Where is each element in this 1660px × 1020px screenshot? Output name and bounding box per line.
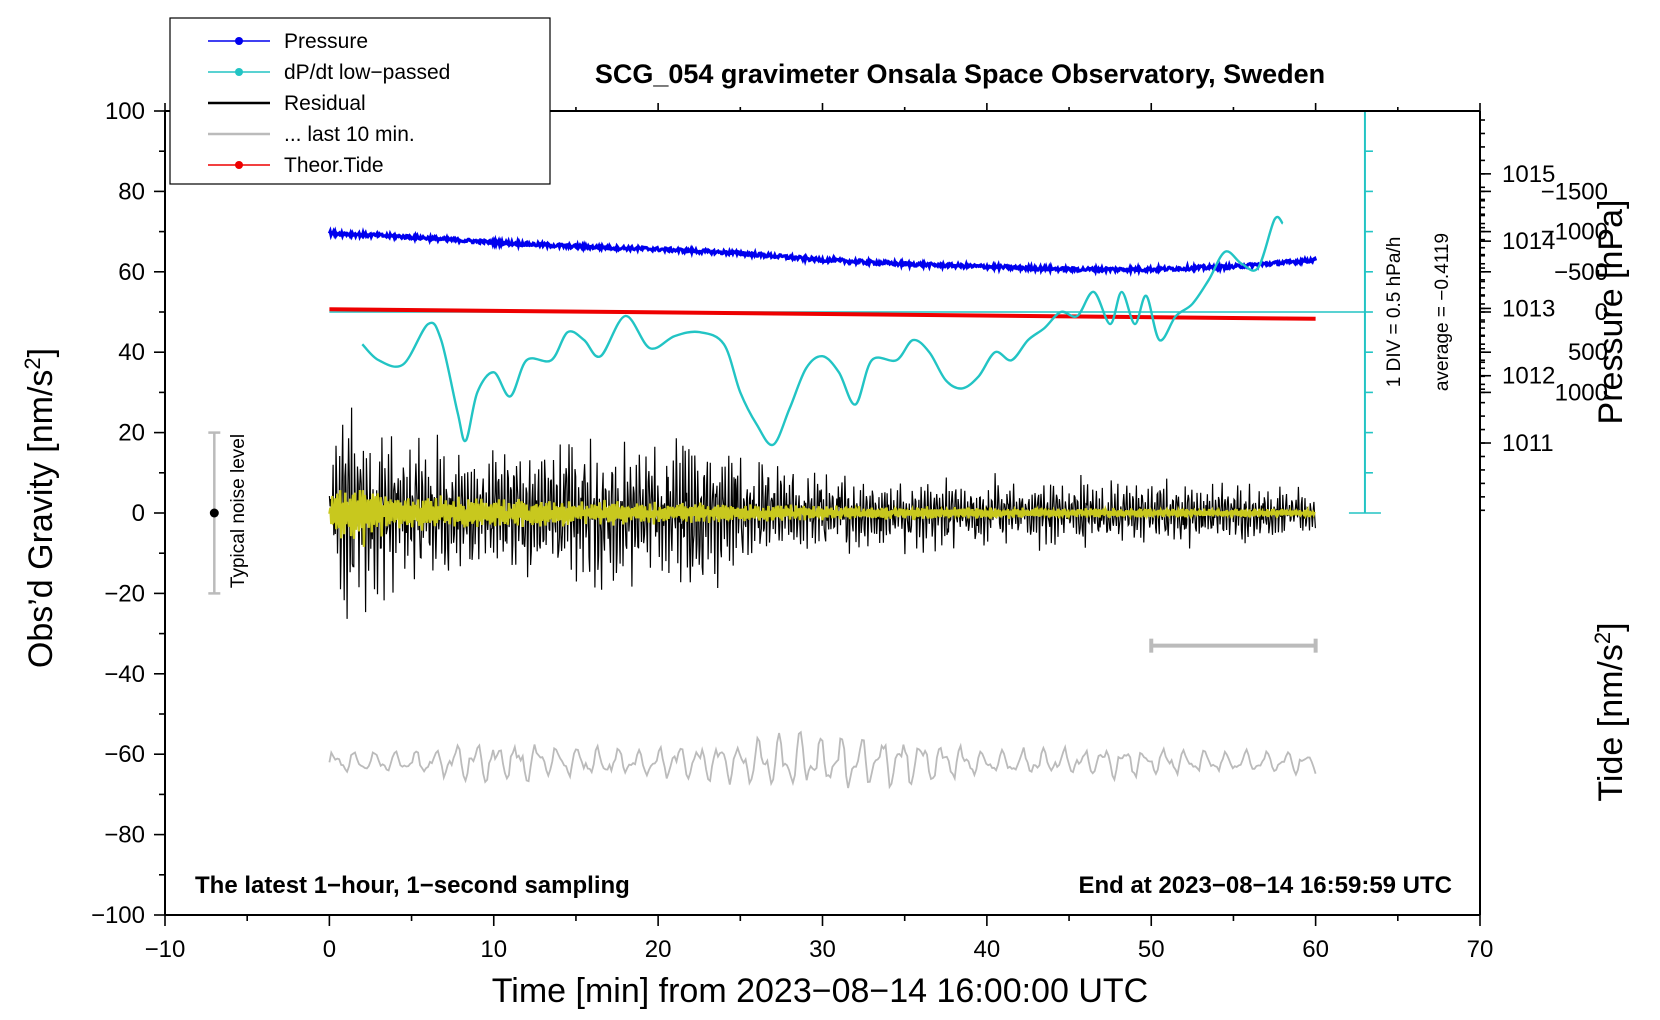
pressure-tick-label: 1014 [1502,228,1555,255]
y-tick-label: 60 [118,259,145,286]
x-tick-label: 30 [809,936,836,963]
tide-tick-label: −1500 [1541,178,1608,205]
pressure-tick-label: 1012 [1502,363,1555,390]
legend-label: Pressure [284,30,368,53]
annotation-layer [208,431,1318,653]
dpdt-line [361,215,1284,447]
noise-level-label: Typical noise level [228,434,249,588]
y-tick-label: 0 [132,500,145,527]
theoretical-tide-line [329,307,1316,321]
series-layer [327,215,1318,790]
legend-marker [235,68,243,76]
last-10-min-line [328,730,1317,790]
legend-label: Residual [284,92,366,115]
y-tick-label: −20 [104,580,145,607]
legend-box [169,17,551,185]
y-tick-label: 20 [118,420,145,447]
y-tick-label: −60 [104,741,145,768]
tide-axis-label-main: Tide [nm/s [1592,644,1630,801]
y-tick-label: 100 [105,98,145,125]
pressure-tick-label: 1013 [1502,295,1555,322]
x-tick-label: 20 [645,936,672,963]
x-tick-label: 60 [1302,936,1329,963]
legend-marker [235,161,243,169]
x-tick-label: 50 [1138,936,1165,963]
pressure-axis-label: Pressure [hPa] [1592,200,1630,425]
y-tick-label: −100 [91,902,145,929]
x-tick-label: −10 [145,936,186,963]
x-tick-label: 70 [1467,936,1494,963]
x-tick-label: 40 [974,936,1001,963]
tide-axis-label-end: ] [1592,622,1630,631]
end-time-note: End at 2023−08−14 16:59:59 UTC [1078,872,1452,899]
x-axis-label: Time [min] from 2023−08−14 16:00:00 UTC [492,972,1148,1010]
chart-title: SCG_054 gravimeter Onsala Space Observat… [595,59,1325,89]
y-tick-label: −80 [104,822,145,849]
x-tick-label: 0 [323,936,336,963]
dpdt-average-label: average = −0.4119 [1432,233,1453,391]
tide-axis-label: Tide [nm/s2] [1590,622,1630,801]
y-axis-label-end: ] [22,348,60,357]
tide-axis-label-sup: 2 [1590,632,1615,644]
legend-marker [235,37,243,45]
y-axis-label-sup: 2 [20,357,45,369]
tide-tick-label: 1000 [1555,379,1608,406]
pressure-tick-label: 1015 [1502,161,1555,188]
sampling-note: The latest 1−hour, 1−second sampling [195,872,630,899]
pressure-tick-label: 1011 [1502,430,1554,457]
pressure-line [327,226,1318,278]
tide-tick-label: 0 [1595,299,1608,326]
noise-level-center-dot [209,508,219,518]
tide-tick-label: −500 [1554,259,1608,286]
y-tick-label: −40 [104,661,145,688]
y-tick-label: 40 [118,339,145,366]
tide-tick-label: 500 [1568,339,1608,366]
y-axis-label-main: Obs’d Gravity [nm/s [22,370,60,669]
tide-tick-label: −1000 [1541,219,1608,246]
legend: Pressure dP/dt low−passed Residual ... last… [169,17,551,185]
lowpassed-residual-line [328,489,1316,547]
dpdt-scale-label: 1 DIV = 0.5 hPa/h [1384,237,1405,388]
y-tick-label: 80 [118,178,145,205]
axes-layer: −10 0 10 20 30 40 50 60 70−100−80−60−40−20020406… [91,98,1608,963]
legend-label: dP/dt low−passed [284,61,450,84]
legend-label: Theor.Tide [284,154,384,177]
legend-label: ... last 10 min. [284,123,415,146]
x-tick-label: 10 [480,936,507,963]
y-axis-label: Obs’d Gravity [nm/s2] [20,348,60,668]
